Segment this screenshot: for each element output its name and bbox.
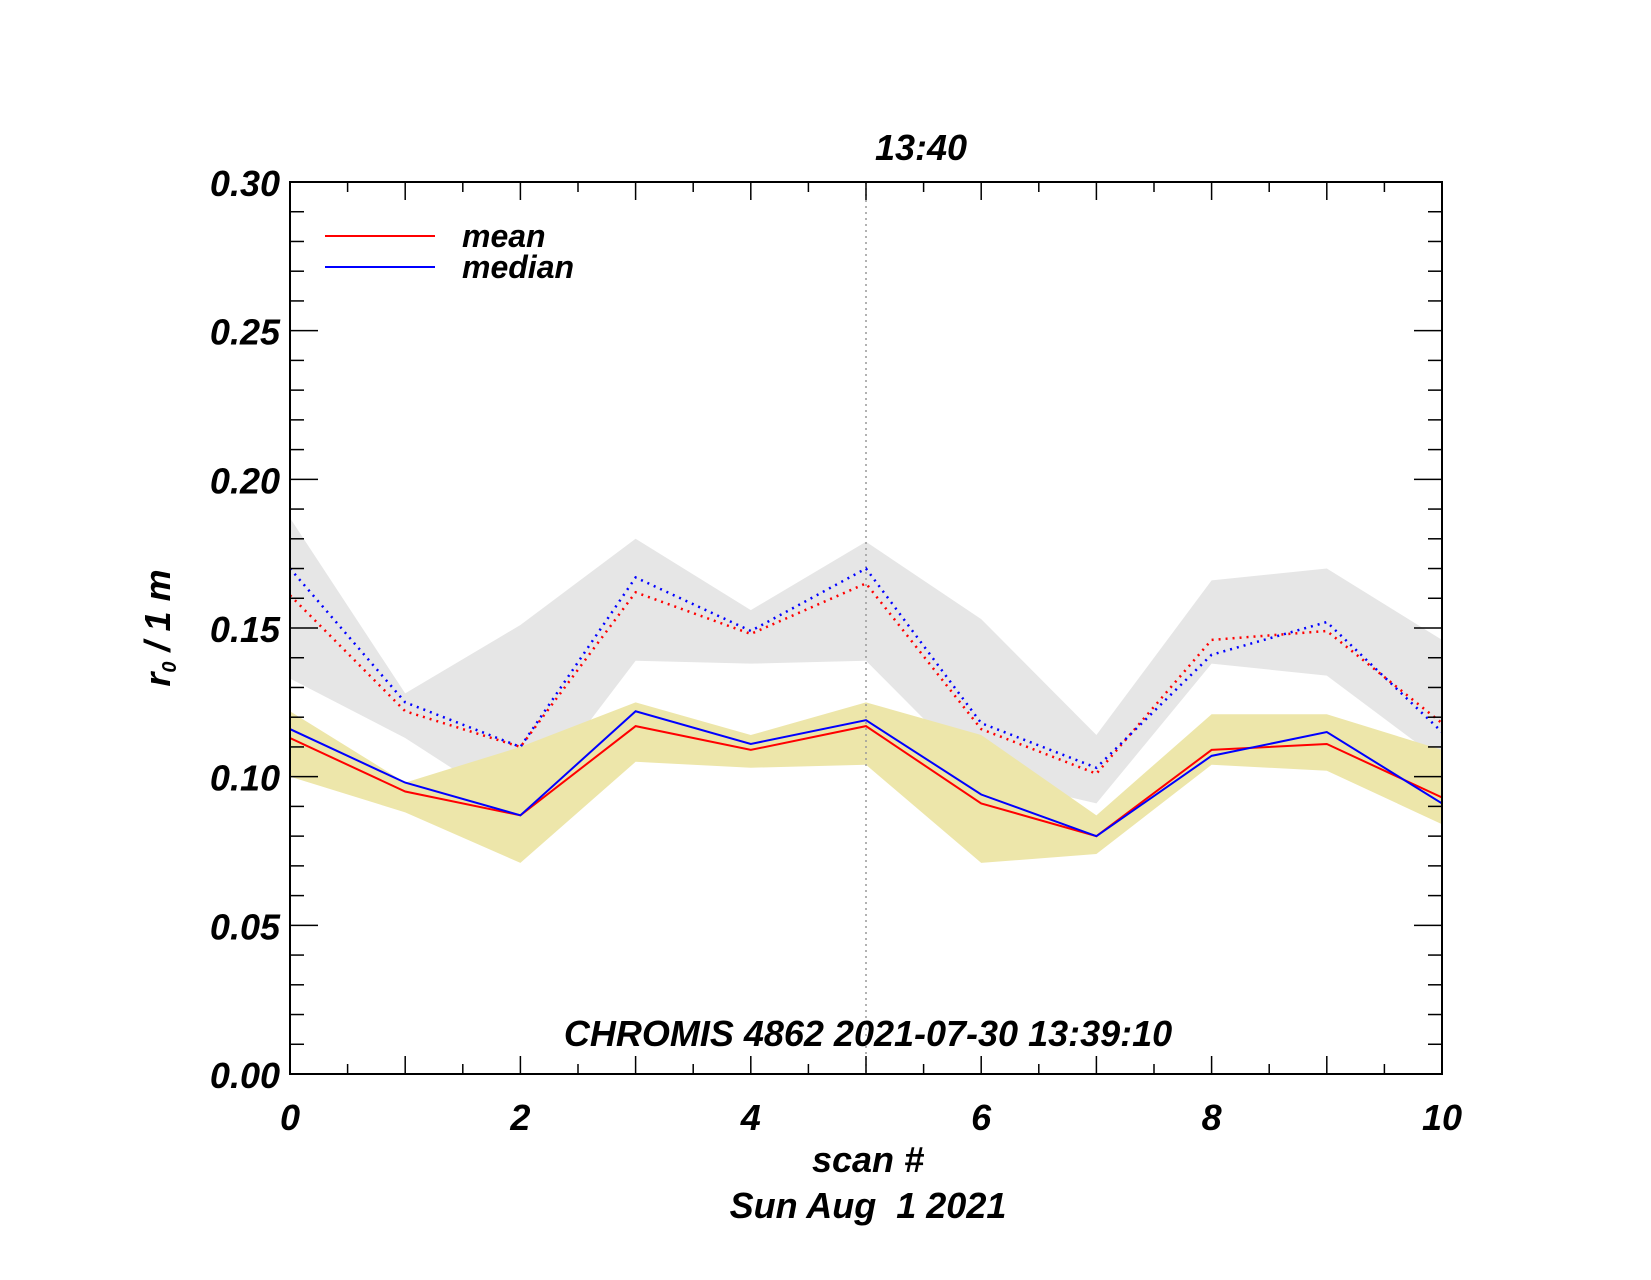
ticks-layer <box>289 181 1443 1075</box>
y-tick-label: 0.20 <box>210 460 280 501</box>
bands-layer <box>290 517 1442 863</box>
top-time-label: 13:40 <box>875 127 967 168</box>
legend-label-median: median <box>462 249 574 285</box>
x-tick-label: 6 <box>971 1097 992 1138</box>
y-tick-label: 0.25 <box>210 312 281 353</box>
series-layer <box>290 566 1442 838</box>
legend: mean median <box>325 218 574 285</box>
y-tick-label: 0.05 <box>210 906 281 947</box>
x-tick-label: 4 <box>740 1097 761 1138</box>
x-axis-date: Sun Aug 1 2021 <box>730 1185 1007 1226</box>
y-tick-label: 0.00 <box>210 1055 280 1096</box>
instrument-annotation: CHROMIS 4862 2021-07-30 13:39:10 <box>564 1013 1172 1054</box>
y-tick-label: 0.30 <box>210 163 280 204</box>
x-tick-label: 10 <box>1422 1097 1462 1138</box>
y-axis-title: r0 / 1 m <box>137 569 181 686</box>
band-upper-spread <box>290 517 1442 813</box>
y-tick-label: 0.15 <box>210 609 281 650</box>
legend-label-mean: mean <box>462 218 546 254</box>
x-tick-label: 0 <box>280 1097 300 1138</box>
series-median <box>290 710 1442 838</box>
y-axis-title-unit: / 1 m <box>137 569 178 661</box>
series-median-upper <box>290 566 1442 770</box>
y-tick-label: 0.10 <box>210 758 280 799</box>
ticklabel-layer: 0 2 4 6 8 10 0.00 0.05 0.10 0.15 0.20 0.25 0.30 <box>210 163 1462 1138</box>
y-axis-title-subscript: 0 <box>159 661 181 672</box>
x-tick-label: 8 <box>1202 1097 1222 1138</box>
x-axis-title: scan # <box>812 1139 924 1180</box>
y-axis-title-main: r <box>137 671 178 687</box>
band-lower-spread <box>290 702 1442 863</box>
x-tick-label: 2 <box>509 1097 530 1138</box>
